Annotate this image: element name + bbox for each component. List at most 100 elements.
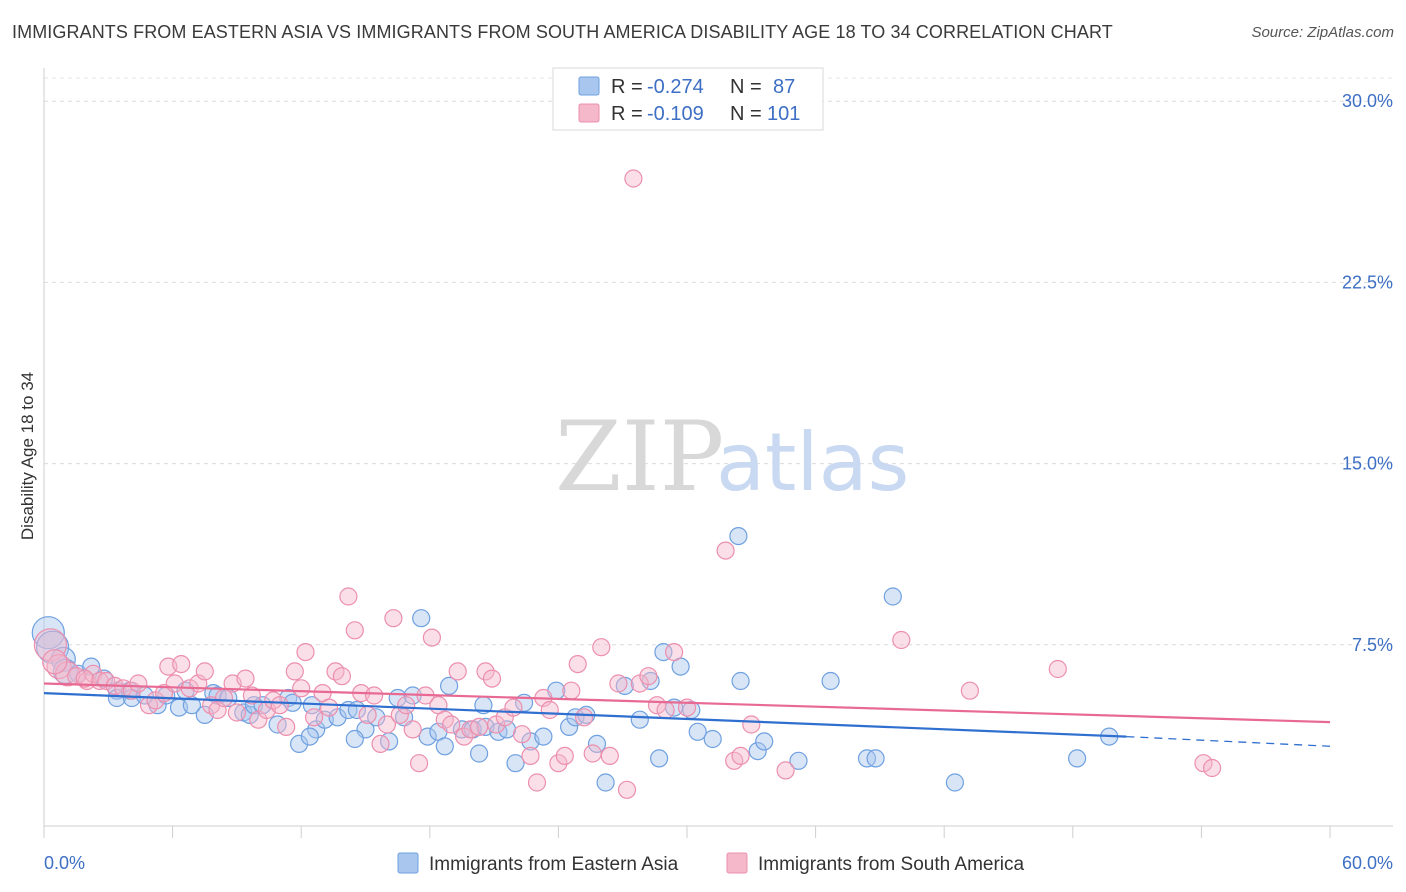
south-america-point	[476, 662, 495, 681]
y-tick-labels: 7.5% 15.0% 22.5% 30.0%	[1342, 91, 1393, 655]
watermark-zip: ZIP	[555, 401, 724, 513]
south-america-point	[75, 669, 94, 688]
eastern-asia-point	[729, 526, 748, 546]
axes	[43, 68, 1393, 838]
south-america-point	[583, 744, 602, 763]
y-tick-label: 30.0%	[1342, 91, 1393, 111]
south-america-point	[512, 725, 532, 744]
legend-r-label-2: R =	[611, 103, 643, 125]
south-america-point	[42, 649, 68, 675]
eastern-asia-point	[470, 744, 489, 763]
south-america-point	[656, 700, 675, 720]
south-america-point	[172, 654, 191, 674]
legend-r-value-2: -0.109	[647, 103, 704, 125]
south-america-point	[455, 727, 474, 746]
legend-swatch-south-america	[578, 103, 600, 123]
legend-swatch-eastern-asia	[578, 76, 600, 96]
eastern-asia-point	[345, 729, 364, 749]
eastern-asia-point	[412, 609, 431, 628]
y-tick-label: 22.5%	[1342, 272, 1393, 292]
eastern-asia-point	[418, 727, 437, 746]
eastern-asia-point	[534, 727, 553, 746]
south-america-point	[639, 667, 658, 686]
legend-n-label-1: N =	[730, 76, 762, 98]
series-south-america-points	[33, 169, 1222, 799]
south-america-point	[624, 169, 643, 188]
south-america-point	[195, 662, 214, 681]
south-america-point	[716, 541, 735, 560]
eastern-asia-point	[290, 734, 309, 754]
eastern-asia-point	[883, 587, 902, 606]
south-america-point	[504, 698, 523, 717]
south-america-point	[521, 746, 540, 766]
south-america-point	[397, 696, 416, 715]
south-america-point	[236, 669, 255, 688]
south-america-point	[540, 700, 559, 720]
south-america-point	[609, 674, 628, 693]
eastern-asia-point	[559, 717, 579, 737]
south-america-point	[442, 715, 461, 734]
south-america-point	[410, 754, 429, 773]
south-america-point	[339, 587, 358, 606]
south-america-point	[292, 679, 311, 698]
south-america-point	[664, 642, 684, 662]
eastern-asia-point	[300, 727, 319, 746]
trend-line-eastern-asia-extension	[1126, 735, 1331, 747]
legend: R = -0.274 N = 87 R = -0.109 N = 101	[552, 67, 824, 131]
south-america-point	[1202, 758, 1222, 778]
south-america-point	[482, 669, 502, 688]
legend-r-label-1: R =	[611, 76, 643, 98]
south-america-point	[1194, 754, 1213, 773]
south-america-point	[377, 715, 396, 734]
legend-n-value-2: 101	[767, 103, 800, 125]
south-america-point	[242, 686, 261, 705]
south-america-point	[227, 703, 246, 722]
y-axis-label: Disability Age 18 to 34	[18, 372, 37, 540]
eastern-asia-point	[945, 773, 965, 792]
south-america-point	[46, 653, 72, 680]
south-america-point	[470, 717, 489, 737]
bottom-legend-label-eastern-asia: Immigrants from Eastern Asia	[429, 854, 679, 875]
eastern-asia-point	[731, 671, 750, 691]
eastern-asia-point	[866, 749, 885, 768]
south-america-point	[129, 674, 148, 693]
chart-title: IMMIGRANTS FROM EASTERN ASIA VS IMMIGRAN…	[12, 22, 1113, 42]
south-america-point	[562, 681, 581, 700]
trend-lines	[43, 682, 1331, 747]
south-america-point	[422, 628, 441, 647]
south-america-point	[776, 761, 795, 780]
x-tick-labels: 0.0% 60.0%	[44, 853, 1393, 873]
eastern-asia-point	[654, 642, 673, 662]
south-america-point	[277, 717, 296, 737]
trend-line-eastern-asia	[43, 692, 1127, 738]
eastern-asia-point	[748, 741, 767, 761]
south-america-point	[285, 662, 304, 681]
south-america-point	[527, 773, 547, 792]
south-america-point	[1048, 659, 1067, 679]
south-america-point	[165, 674, 184, 693]
south-america-point	[617, 780, 637, 799]
south-america-point	[574, 708, 594, 727]
eastern-asia-point	[506, 754, 525, 773]
south-america-point	[568, 654, 587, 674]
eastern-asia-point	[688, 722, 707, 741]
south-america-point	[384, 609, 403, 628]
eastern-asia-point	[649, 749, 669, 768]
x-tick-label-max: 60.0%	[1342, 853, 1393, 873]
trend-line-south-america	[43, 682, 1331, 724]
y-tick-label: 15.0%	[1342, 454, 1393, 474]
south-america-point	[731, 746, 750, 766]
y-tick-label: 7.5%	[1352, 635, 1393, 655]
bottom-legend-swatch-eastern-asia	[397, 852, 419, 874]
south-america-point	[305, 708, 324, 727]
south-america-point	[892, 630, 911, 650]
eastern-asia-point	[440, 676, 459, 696]
legend-r-value-1: -0.274	[647, 76, 704, 98]
south-america-point	[332, 667, 351, 686]
south-america-point	[270, 696, 289, 715]
grid-lines	[44, 77, 1393, 646]
source-label: Source: ZipAtlas.com	[1251, 24, 1394, 41]
south-america-point	[592, 638, 611, 657]
south-america-point	[365, 686, 384, 705]
